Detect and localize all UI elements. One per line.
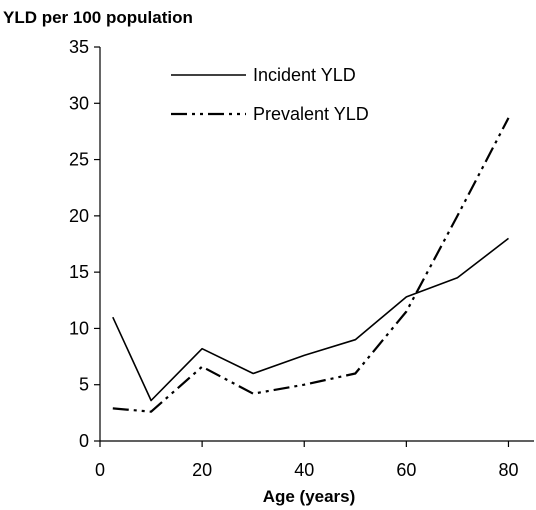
y-tick-label: 20 [69,206,89,226]
legend: Incident YLD Prevalent YLD [171,65,369,124]
y-tick-label: 15 [69,262,89,282]
x-tick-label: 40 [294,460,314,480]
x-tick-label: 20 [192,460,212,480]
y-axis-title: YLD per 100 population [3,8,193,27]
series-layer [112,117,510,413]
axes: 0 5 10 15 20 25 30 35 0 20 40 60 80 [69,37,534,480]
y-tick-label: 35 [69,37,89,57]
y-tick-label: 5 [79,375,89,395]
y-tick-label: 25 [69,150,89,170]
x-tick-label: 60 [396,460,416,480]
legend-label-incident-yld: Incident YLD [253,65,356,85]
series-line-incident-yld [112,237,509,402]
y-tick-label: 30 [69,93,89,113]
y-tick-label: 0 [79,431,89,451]
x-axis-title: Age (years) [263,487,356,506]
x-tick-label: 80 [498,460,518,480]
legend-label-prevalent-yld: Prevalent YLD [253,104,369,124]
y-tick-label: 10 [69,318,89,338]
x-tick-label: 0 [95,460,105,480]
series-line-prevalent-yld [112,117,510,413]
